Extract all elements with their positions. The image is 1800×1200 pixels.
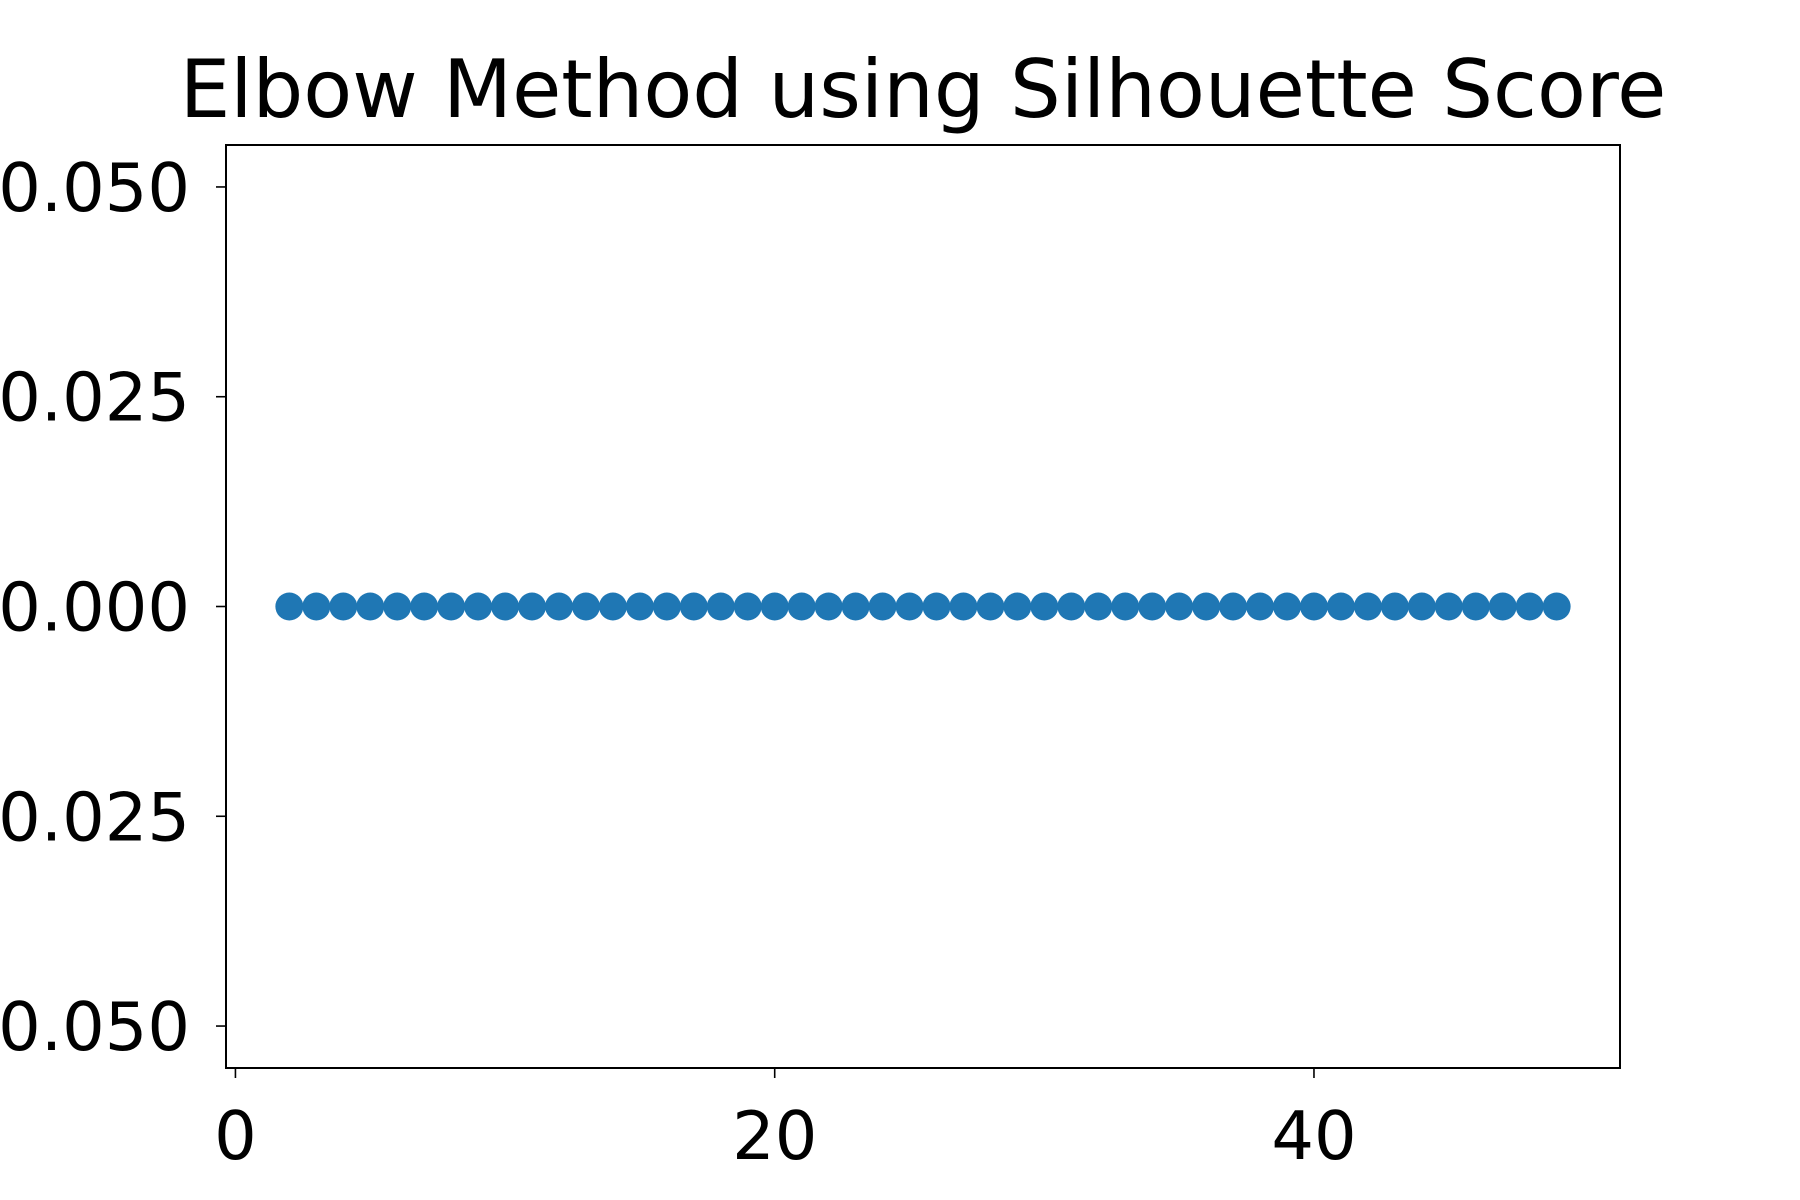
point <box>275 592 304 621</box>
point <box>1246 592 1275 621</box>
point <box>544 592 573 621</box>
point <box>598 592 627 621</box>
point <box>922 592 951 621</box>
y-tick-label: 0.025 <box>0 359 190 437</box>
point <box>491 592 520 621</box>
point <box>1299 592 1328 621</box>
point <box>1219 592 1248 621</box>
point <box>652 592 681 621</box>
point <box>1030 592 1059 621</box>
plot-frame <box>225 144 1621 1069</box>
chart-title: Elbow Method using Silhouette Score <box>180 43 1667 136</box>
point <box>1353 592 1382 621</box>
y-tick-label: 0.050 <box>0 149 190 227</box>
point <box>1515 592 1544 621</box>
point <box>787 592 816 621</box>
point <box>1273 592 1302 621</box>
point <box>949 592 978 621</box>
point <box>1165 592 1194 621</box>
point <box>1111 592 1140 621</box>
x-tick-label: 40 <box>1271 1097 1356 1175</box>
point <box>1084 592 1113 621</box>
x-tick-label: 0 <box>214 1097 257 1175</box>
point <box>841 592 870 621</box>
point <box>814 592 843 621</box>
point <box>1057 592 1086 621</box>
point <box>1461 592 1490 621</box>
y-tick-label: 0.000 <box>0 569 190 647</box>
point <box>329 592 358 621</box>
point <box>625 592 654 621</box>
point <box>302 592 331 621</box>
point <box>437 592 466 621</box>
point <box>1192 592 1221 621</box>
point <box>410 592 439 621</box>
point <box>383 592 412 621</box>
point <box>1380 592 1409 621</box>
point <box>1003 592 1032 621</box>
y-tick-label: −0.025 <box>0 778 190 856</box>
point <box>706 592 735 621</box>
y-tick-label: −0.050 <box>0 988 190 1066</box>
point <box>1488 592 1517 621</box>
point <box>1542 592 1571 621</box>
point <box>464 592 493 621</box>
point <box>1434 592 1463 621</box>
point <box>1407 592 1436 621</box>
point <box>1326 592 1355 621</box>
point <box>356 592 385 621</box>
point <box>571 592 600 621</box>
point <box>679 592 708 621</box>
point <box>733 592 762 621</box>
point <box>868 592 897 621</box>
x-tick-label: 20 <box>732 1097 817 1175</box>
point <box>976 592 1005 621</box>
point <box>760 592 789 621</box>
point <box>1138 592 1167 621</box>
point <box>895 592 924 621</box>
point <box>518 592 547 621</box>
